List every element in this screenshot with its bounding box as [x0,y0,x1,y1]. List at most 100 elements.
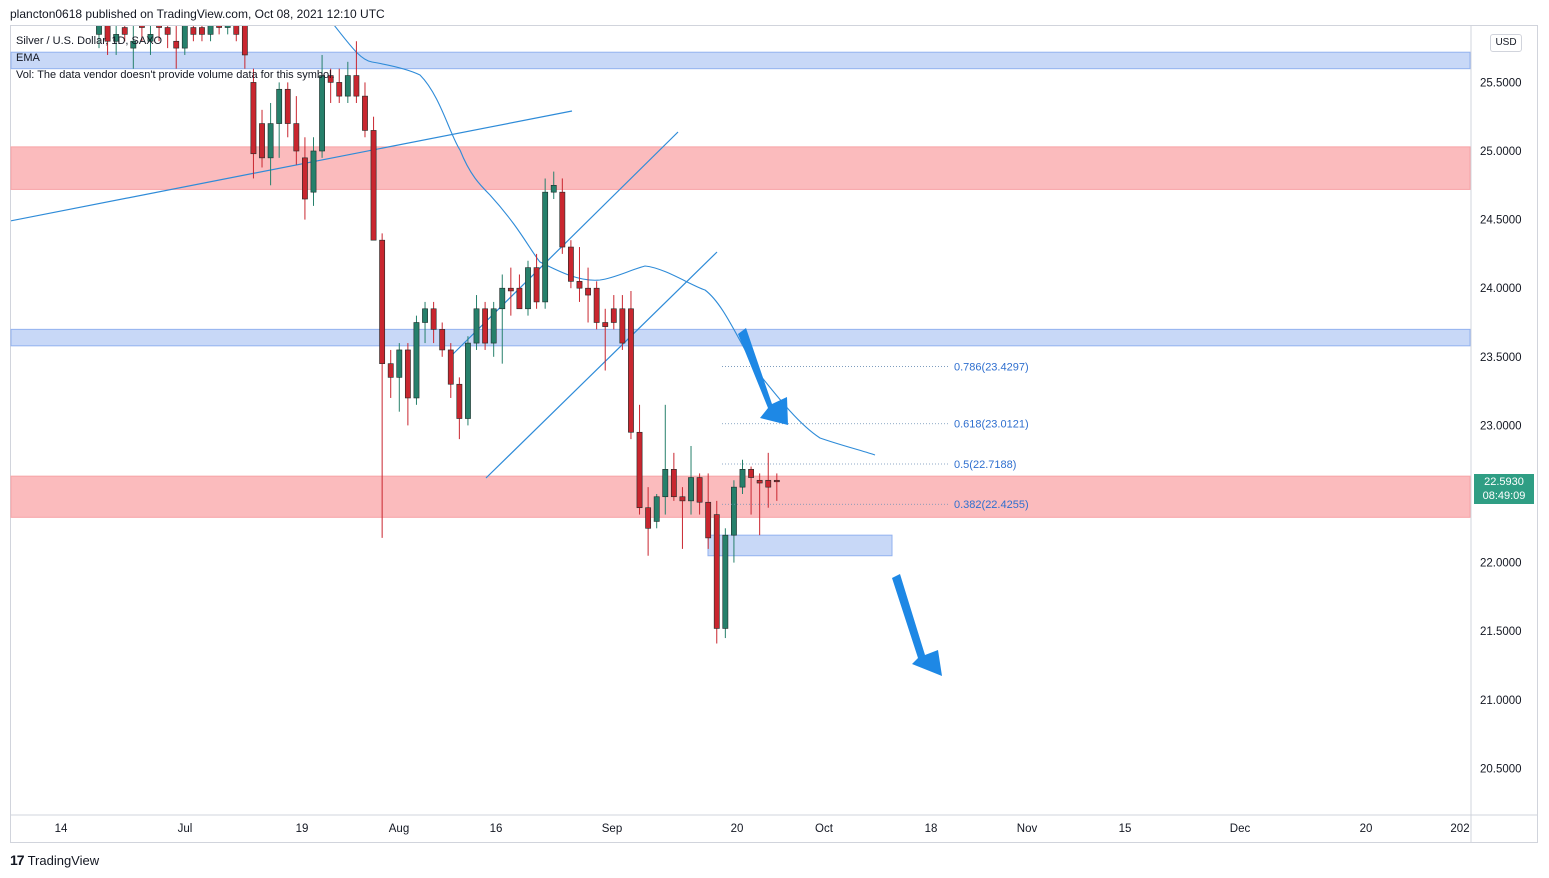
candle [396,343,403,412]
candle [327,68,334,103]
candle [173,26,180,69]
tradingview-logo-text: TradingView [27,852,100,868]
candle [525,260,531,316]
candle-body [156,26,162,28]
price-tick-label: 24.0000 [1480,283,1522,295]
candle-body [164,27,171,35]
price-tick-label: 22.0000 [1480,558,1522,570]
candle [628,290,634,440]
candle-body [756,479,763,484]
arrows-layer [738,328,942,676]
chart-frame[interactable] [10,25,1538,843]
candle [602,308,609,371]
candle [765,452,772,508]
time-tick-label: Dec [1230,823,1251,835]
candle [756,473,763,536]
candle [379,233,386,538]
price-tick-label: 20.5000 [1480,763,1522,775]
currency-button[interactable]: USD [1490,34,1522,52]
publisher-line: plancton0618 published on TradingView.co… [10,7,385,21]
candle [104,26,111,55]
last-price-countdown: 08:49:09 [1482,490,1526,502]
candle [370,116,377,241]
zone-blue-0 [10,51,1471,70]
candle-body [362,95,368,131]
candle-body [422,308,428,323]
candle-body [259,123,265,159]
time-tick-label: Jul [178,823,193,835]
candle-body [739,469,746,488]
candle [507,267,514,316]
price-tick-label: 21.5000 [1480,626,1522,638]
candle [473,295,480,350]
price-tick-label: 25.0000 [1480,146,1522,158]
fib-level-label: 0.382(22.4255) [954,499,1029,511]
candle [353,41,360,103]
candle [688,445,694,515]
candle-body [593,287,600,323]
down-arrow-icon [738,328,788,425]
candle-body [173,40,180,49]
candle-body [722,534,729,629]
zone-blue-4 [707,534,893,557]
candle-body [610,308,617,323]
candle-body [499,287,506,310]
legend-ema[interactable]: EMA [16,52,40,64]
candle-body [516,287,523,310]
candle [662,404,669,515]
price-tick-label: 25.5000 [1480,77,1522,89]
candle [413,315,420,405]
time-tick-label: 15 [1119,823,1132,835]
candle-body [147,34,154,42]
candle-body [713,514,720,629]
tradingview-logo[interactable]: 17 TradingView [10,852,99,868]
candle [696,473,703,515]
candle [653,494,660,529]
candle [284,82,291,138]
legend-symbol[interactable]: Silver / U.S. Dollar, 1D, SAXO [16,35,163,47]
candle [267,102,274,186]
candle [130,26,137,69]
candle-body [696,477,703,503]
candle [190,26,197,42]
candle [199,26,205,42]
candle [121,26,128,42]
candle-body [542,191,549,303]
candle-body [456,383,463,419]
price-tick-label: 21.0000 [1480,695,1522,707]
legend-volume[interactable]: Vol: The data vendor doesn't provide vol… [16,69,335,81]
candle-body [653,496,660,522]
time-tick-label: Aug [389,823,409,835]
candle-body [310,150,317,193]
candle [593,281,600,330]
price-tick-label: 23.0000 [1480,420,1522,432]
candle-body [628,308,634,433]
candle-body [645,507,652,529]
candle [610,295,617,330]
candle-body [130,40,137,49]
candle [645,487,652,556]
candle-body [748,469,754,478]
candle-body [507,287,514,292]
candle [336,68,343,103]
candle-body [207,26,214,35]
candle [96,26,102,49]
time-tick-label: 14 [55,823,68,835]
candle [233,26,240,42]
zone-red-1 [10,146,1471,190]
candle-body [233,26,240,35]
time-tick-label: 18 [925,823,938,835]
candle-body [688,477,694,502]
candle-body [387,363,394,378]
candle-body [336,82,343,97]
candle-body [276,88,283,124]
candle-body [439,329,446,351]
candle-body [293,123,300,152]
candle-body [773,479,780,483]
candle [731,480,737,563]
candle [302,137,308,220]
candle-body [190,27,197,35]
candle-body [327,75,334,83]
trendline-long [11,110,573,222]
